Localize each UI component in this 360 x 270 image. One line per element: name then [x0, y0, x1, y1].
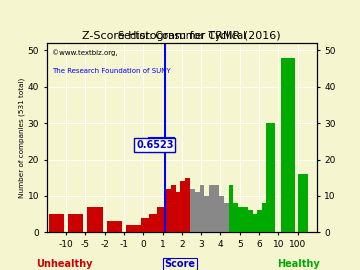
Bar	[262, 203, 267, 232]
Bar	[176, 192, 180, 232]
Bar	[298, 174, 308, 232]
Bar	[190, 188, 195, 232]
Bar	[68, 214, 84, 232]
Bar	[238, 207, 243, 232]
Bar	[126, 225, 141, 232]
Bar	[209, 185, 214, 232]
Bar	[243, 207, 248, 232]
Bar	[166, 188, 171, 232]
Bar	[107, 221, 122, 232]
Bar	[224, 203, 229, 232]
Bar	[157, 207, 165, 232]
Text: Unhealthy: Unhealthy	[37, 259, 93, 269]
Bar	[229, 185, 233, 232]
Text: ©www.textbiz.org,: ©www.textbiz.org,	[52, 49, 118, 56]
Bar	[281, 58, 294, 232]
Bar	[180, 181, 185, 232]
Bar	[248, 210, 253, 232]
Bar	[266, 123, 275, 232]
Bar	[49, 214, 64, 232]
Bar	[253, 214, 257, 232]
Bar	[200, 185, 204, 232]
Bar	[214, 185, 219, 232]
Text: Score: Score	[165, 259, 195, 269]
Text: 0.6523: 0.6523	[136, 140, 174, 150]
Text: Healthy: Healthy	[278, 259, 320, 269]
Bar	[233, 203, 238, 232]
Text: Sector: Consumer Cyclical: Sector: Consumer Cyclical	[118, 31, 246, 41]
Bar	[141, 218, 149, 232]
Bar	[257, 210, 262, 232]
Bar	[185, 178, 190, 232]
Text: The Research Foundation of SUNY: The Research Foundation of SUNY	[52, 68, 171, 74]
Bar	[149, 214, 157, 232]
Bar	[195, 192, 200, 232]
Bar	[164, 218, 167, 232]
Bar	[219, 196, 224, 232]
Bar	[87, 207, 103, 232]
Bar	[204, 196, 209, 232]
Y-axis label: Number of companies (531 total): Number of companies (531 total)	[18, 77, 25, 198]
Bar	[171, 185, 176, 232]
Title: Z-Score Histogram for TRMR (2016): Z-Score Histogram for TRMR (2016)	[82, 31, 281, 41]
